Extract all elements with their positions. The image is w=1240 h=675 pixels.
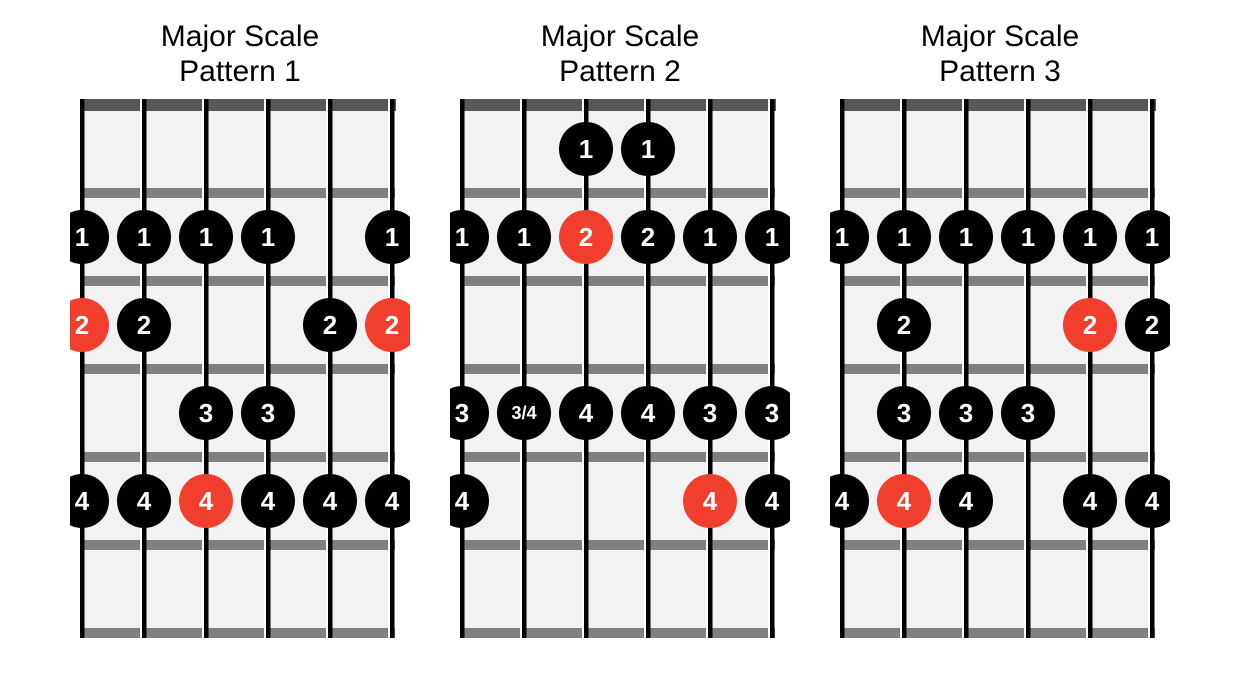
svg-text:1: 1 <box>765 222 779 252</box>
fretboard-svg: 1 1 1 1 1 1 2 2 2 3 3 3 4 4 4 4 4 <box>830 95 1170 655</box>
svg-text:3: 3 <box>455 398 469 428</box>
svg-text:4: 4 <box>75 486 90 516</box>
svg-text:3: 3 <box>1021 398 1035 428</box>
svg-text:2: 2 <box>385 310 399 340</box>
svg-text:2: 2 <box>1145 310 1159 340</box>
svg-text:4: 4 <box>835 486 850 516</box>
pattern-1: Major Scale Pattern 1 1 1 1 1 1 2 2 2 2 3 3 4 4 4 4 4 4 <box>70 20 410 655</box>
svg-text:4: 4 <box>199 486 214 516</box>
title-line1: Major Scale <box>161 20 319 53</box>
svg-text:4: 4 <box>703 486 718 516</box>
pattern-2-fretboard: 1 1 1 1 2 2 1 1 3 3/4 4 4 3 3 4 4 4 <box>450 95 790 655</box>
svg-text:1: 1 <box>199 222 213 252</box>
svg-text:1: 1 <box>261 222 275 252</box>
svg-text:4: 4 <box>1083 486 1098 516</box>
svg-text:3: 3 <box>959 398 973 428</box>
svg-text:2: 2 <box>579 222 593 252</box>
svg-text:4: 4 <box>1145 486 1160 516</box>
svg-text:4: 4 <box>765 486 780 516</box>
svg-text:4: 4 <box>579 398 594 428</box>
svg-text:3: 3 <box>765 398 779 428</box>
svg-text:2: 2 <box>323 310 337 340</box>
svg-text:1: 1 <box>579 134 593 164</box>
title-line2: Pattern 3 <box>939 55 1061 88</box>
pattern-3: Major Scale Pattern 3 1 1 1 1 1 1 2 2 2 3 3 3 4 4 4 4 4 <box>830 20 1170 655</box>
svg-text:4: 4 <box>959 486 974 516</box>
svg-text:4: 4 <box>455 486 470 516</box>
svg-text:4: 4 <box>385 486 400 516</box>
svg-text:2: 2 <box>75 310 89 340</box>
svg-text:4: 4 <box>261 486 276 516</box>
pattern-1-fretboard: 1 1 1 1 1 2 2 2 2 3 3 4 4 4 4 4 4 <box>70 95 410 655</box>
svg-text:1: 1 <box>455 222 469 252</box>
svg-text:1: 1 <box>703 222 717 252</box>
svg-text:3: 3 <box>897 398 911 428</box>
svg-text:4: 4 <box>323 486 338 516</box>
svg-text:1: 1 <box>959 222 973 252</box>
pattern-3-fretboard: 1 1 1 1 1 1 2 2 2 3 3 3 4 4 4 4 4 <box>830 95 1170 655</box>
pattern-1-title: Major Scale Pattern 1 <box>161 20 319 89</box>
svg-text:2: 2 <box>641 222 655 252</box>
title-line1: Major Scale <box>921 20 1079 53</box>
svg-text:1: 1 <box>137 222 151 252</box>
title-line2: Pattern 1 <box>179 55 301 88</box>
pattern-2: Major Scale Pattern 2 1 1 1 1 2 2 1 1 3 3/4 4 4 3 3 4 4… <box>450 20 790 655</box>
fretboard-svg: 1 1 1 1 2 2 1 1 3 3/4 4 4 3 3 4 4 4 <box>450 95 790 655</box>
title-line2: Pattern 2 <box>559 55 681 88</box>
fretboard-svg: 1 1 1 1 1 2 2 2 2 3 3 4 4 4 4 4 4 <box>70 95 410 655</box>
svg-text:3/4: 3/4 <box>511 403 537 423</box>
svg-text:3: 3 <box>703 398 717 428</box>
svg-text:4: 4 <box>897 486 912 516</box>
svg-text:3: 3 <box>199 398 213 428</box>
svg-text:1: 1 <box>1021 222 1035 252</box>
svg-text:2: 2 <box>897 310 911 340</box>
title-line1: Major Scale <box>541 20 699 53</box>
svg-text:1: 1 <box>385 222 399 252</box>
svg-text:4: 4 <box>137 486 152 516</box>
svg-text:3: 3 <box>261 398 275 428</box>
svg-text:2: 2 <box>1083 310 1097 340</box>
svg-text:1: 1 <box>897 222 911 252</box>
svg-text:4: 4 <box>641 398 656 428</box>
svg-text:1: 1 <box>1083 222 1097 252</box>
svg-text:1: 1 <box>835 222 849 252</box>
pattern-2-title: Major Scale Pattern 2 <box>541 20 699 89</box>
pattern-3-title: Major Scale Pattern 3 <box>921 20 1079 89</box>
svg-text:1: 1 <box>1145 222 1159 252</box>
svg-text:1: 1 <box>517 222 531 252</box>
svg-text:1: 1 <box>641 134 655 164</box>
svg-text:2: 2 <box>137 310 151 340</box>
svg-text:1: 1 <box>75 222 89 252</box>
